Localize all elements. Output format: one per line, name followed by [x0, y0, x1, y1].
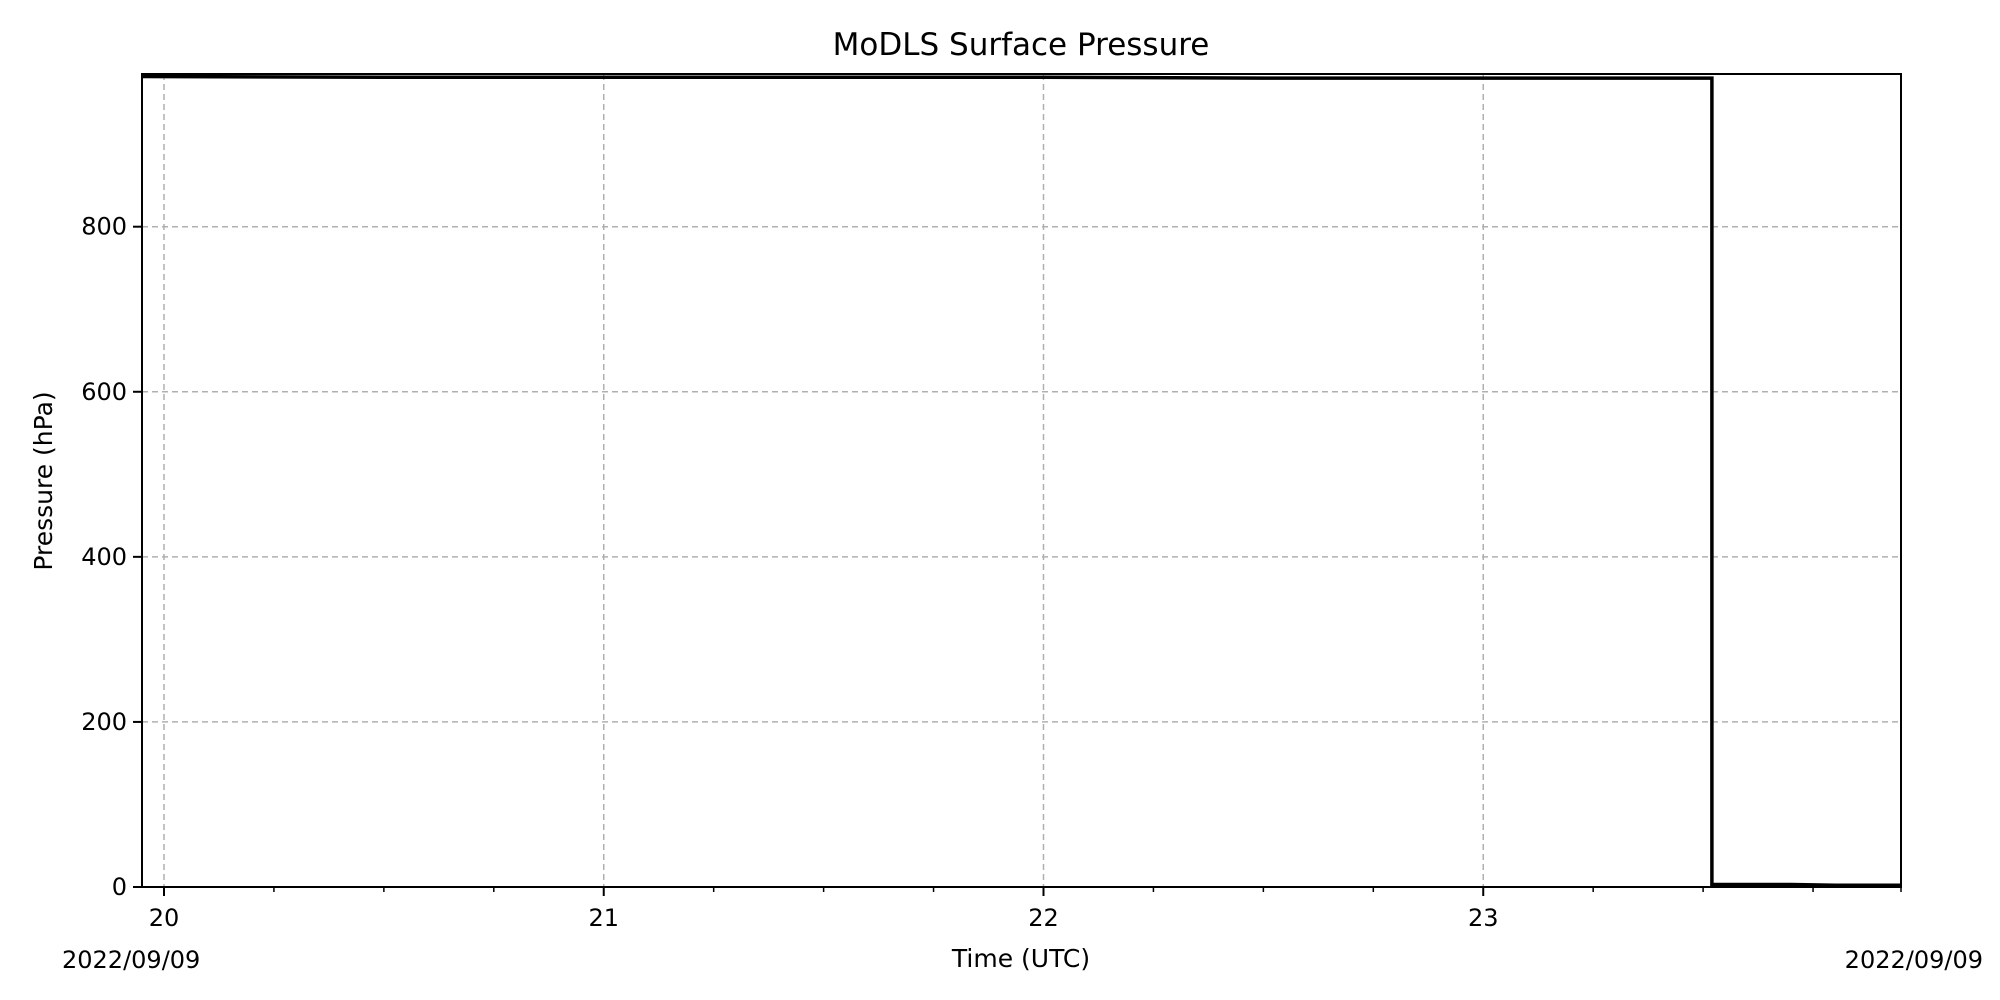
date-start-label: 2022/09/09	[62, 946, 200, 974]
y-axis-label: Pressure (hPa)	[29, 391, 58, 570]
y-tick-label-0: 0	[112, 873, 127, 901]
x-tick-label-1: 21	[588, 904, 619, 932]
ticks-layer: 20 21 22 23 0 200 400 600 800	[81, 213, 1902, 932]
x-tick-label-2: 22	[1028, 904, 1059, 932]
x-tick-label-0: 20	[149, 904, 180, 932]
date-end-label: 2022/09/09	[1845, 946, 1983, 974]
series-line-0	[141, 74, 1901, 888]
y-tick-label-1: 200	[81, 708, 127, 736]
frame-layer	[141, 73, 1902, 888]
y-tick-label-3: 600	[81, 378, 127, 406]
series-layer	[141, 74, 1901, 888]
chart-title: MoDLS Surface Pressure	[833, 27, 1210, 63]
y-tick-label-2: 400	[81, 543, 127, 571]
grid-layer	[142, 74, 1901, 887]
y-tick-label-4: 800	[81, 213, 127, 241]
plot-frame	[141, 73, 1902, 888]
x-axis-label: Time (UTC)	[951, 944, 1090, 973]
x-tick-label-3: 23	[1468, 904, 1499, 932]
